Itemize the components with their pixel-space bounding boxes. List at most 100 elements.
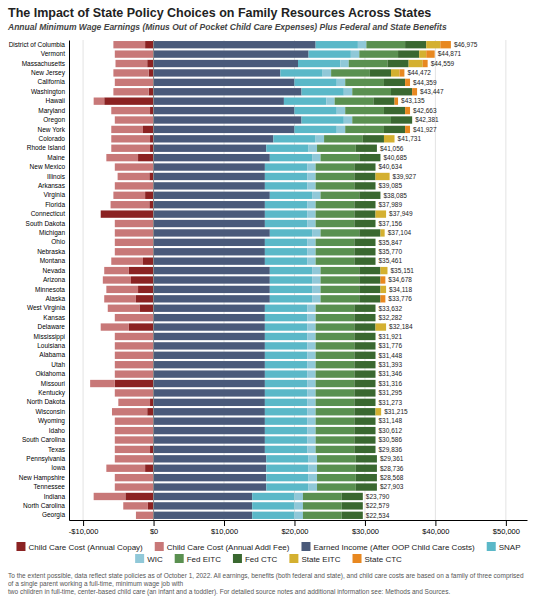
- bar-segment: [380, 286, 386, 293]
- series: [154, 41, 316, 519]
- bar-segment: [326, 98, 334, 105]
- bar-segment: [106, 465, 145, 472]
- bar-segment: [317, 474, 356, 481]
- y-tick: Vermont: [41, 50, 69, 57]
- y-tick-label: New York: [38, 125, 66, 132]
- y-tick: Utah: [51, 361, 69, 368]
- legend-item: Fed CTC: [233, 554, 278, 564]
- bar-segment: [354, 370, 375, 377]
- bar-segment: [316, 239, 355, 246]
- bar-segment: [284, 98, 326, 105]
- bar-segment: [115, 314, 154, 321]
- bar-segment: [154, 145, 267, 152]
- series: [376, 41, 441, 415]
- bar-segment: [354, 380, 375, 387]
- x-tick: $10,000: [211, 520, 238, 536]
- x-axis-line: [70, 520, 528, 521]
- bar-segment: [342, 502, 363, 509]
- total-label: $32,282: [379, 314, 403, 321]
- bar-segment: [265, 436, 307, 443]
- y-tick: Montana: [40, 257, 69, 264]
- bar-segment: [154, 389, 265, 396]
- total-labels: $46,975$44,871$44,559$44,472$44,359$43,4…: [366, 41, 478, 519]
- x-tick-mark: [154, 520, 155, 526]
- total-label: $22,534: [366, 512, 390, 519]
- bar-segment: [384, 79, 405, 86]
- y-tick: California: [38, 78, 69, 85]
- bar-segment: [307, 380, 315, 387]
- bar-segment: [115, 474, 154, 481]
- y-tick: Mississippi: [34, 333, 69, 341]
- bar-segment: [316, 220, 355, 227]
- bar-segment: [316, 333, 355, 340]
- bar-segment: [354, 446, 375, 453]
- y-tick-label: Iowa: [51, 464, 65, 471]
- bar-segment: [307, 258, 315, 265]
- total-label: $30,586: [379, 436, 403, 443]
- bar-segment: [312, 276, 320, 283]
- bar-segment: [373, 98, 394, 105]
- bar-segment: [440, 41, 451, 48]
- x-tick-mark: [506, 520, 507, 526]
- bar-segment: [154, 50, 309, 57]
- total-label: $41,927: [413, 126, 437, 133]
- bar-segment: [380, 276, 385, 283]
- grid: [83, 40, 506, 520]
- total-label: $43,447: [420, 88, 444, 95]
- y-tick-label: Illinois: [47, 173, 66, 180]
- bar-segment: [154, 465, 267, 472]
- bar-segment: [363, 135, 384, 142]
- bar-segment: [115, 79, 154, 86]
- bar-segment: [316, 446, 355, 453]
- legend-swatch: [155, 542, 164, 551]
- bar-segment: [302, 116, 344, 123]
- y-tick-label: Idaho: [49, 427, 66, 434]
- bar-segment: [359, 267, 380, 274]
- y-tick-label: Mississippi: [34, 333, 65, 341]
- total-label: $31,393: [379, 361, 403, 368]
- bar-segment: [138, 286, 154, 293]
- bar-segment: [154, 154, 270, 161]
- y-tick-label: Tennessee: [34, 483, 66, 490]
- bar-segment: [340, 60, 348, 67]
- bar-segment: [358, 41, 366, 48]
- bar-segment: [356, 145, 377, 152]
- bar-segment: [356, 455, 377, 462]
- bar-segment: [303, 512, 342, 519]
- bar-segment: [265, 314, 307, 321]
- bar-segment: [307, 163, 315, 170]
- y-tick: Tennessee: [34, 483, 69, 490]
- y-tick: Kansas: [43, 314, 69, 321]
- bar-segment: [138, 154, 154, 161]
- bar-segment: [150, 399, 154, 406]
- bar-segment: [354, 220, 375, 227]
- y-tick: Maine: [47, 154, 69, 161]
- bar-segment: [123, 502, 148, 509]
- bar-segment: [354, 163, 375, 170]
- bar-segment: [354, 361, 375, 368]
- bar-segment: [316, 418, 355, 425]
- bar-segment: [316, 163, 355, 170]
- bar-segment: [316, 323, 355, 330]
- y-tick: South Dakota: [26, 220, 69, 227]
- bar-segment: [149, 201, 153, 208]
- bar-segment: [391, 88, 412, 95]
- y-tick: Louisiana: [37, 342, 69, 349]
- bar-segment: [115, 361, 154, 368]
- y-tick-label: Delaware: [38, 323, 66, 330]
- y-tick-label: Connecticut: [31, 210, 66, 217]
- bar-segment: [265, 305, 307, 312]
- bar-segment: [154, 493, 253, 500]
- bar-segment: [307, 220, 315, 227]
- bar-segment: [412, 88, 417, 95]
- bar-segment: [354, 323, 375, 330]
- bar-segment: [154, 79, 295, 86]
- bar-segment: [266, 145, 308, 152]
- legend-item: State CTC: [353, 554, 403, 564]
- legend-swatch: [175, 554, 184, 563]
- y-tick: Oklahoma: [35, 370, 69, 377]
- bar-segment: [384, 135, 395, 142]
- footnote: two children in full-time, center-based …: [8, 588, 450, 596]
- bar-segment: [321, 192, 360, 199]
- bar-segment: [359, 295, 380, 302]
